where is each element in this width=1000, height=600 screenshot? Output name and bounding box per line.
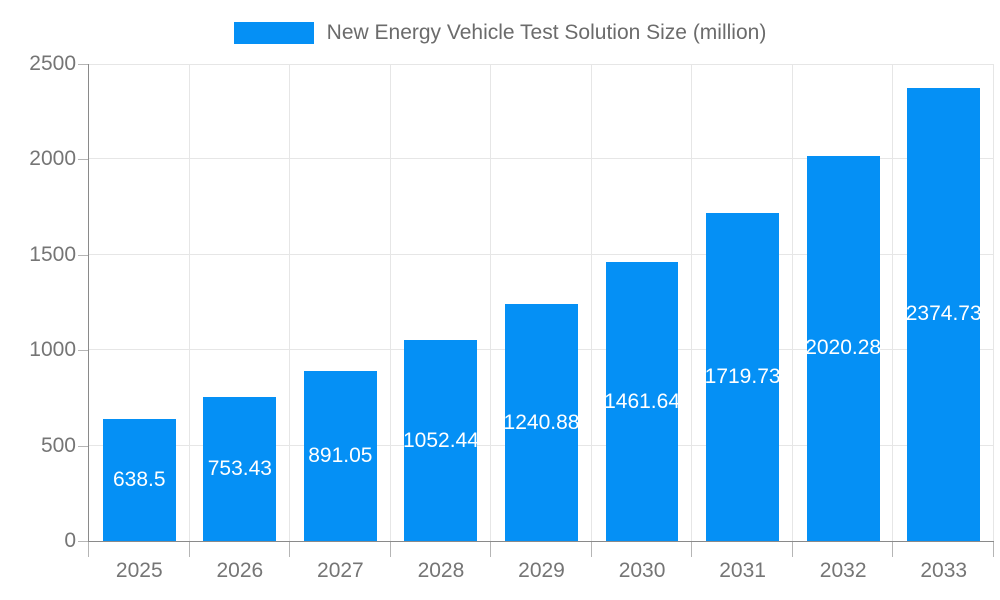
x-axis-label: 2025 [115,559,163,582]
bar-value-label: 1719.73 [704,364,781,388]
x-axis-label: 2029 [518,559,565,582]
bar-2029 [505,304,578,541]
bar-2032 [806,155,880,541]
bar-2030 [605,262,679,541]
y-axis-label: 500 [40,433,76,457]
bar-value-label: 2020.28 [805,336,882,360]
x-axis-label: 2031 [719,559,766,582]
x-axis-label: 2033 [920,559,968,582]
y-axis-label: 2000 [29,147,76,171]
x-gridline [490,64,492,541]
y-axis-label: 1000 [29,338,76,362]
y-axis-tick [78,254,88,256]
x-axis-tick [691,542,693,557]
x-gridline [389,64,391,541]
x-axis-tick [289,542,291,557]
y-gridline [89,64,994,65]
x-axis-tick [389,542,391,557]
bar-value-label: 1240.88 [503,410,580,434]
bar-value-label: 753.43 [207,457,272,481]
y-axis-label: 2500 [29,52,76,75]
x-axis-tick [188,542,190,557]
y-axis-tick [78,541,88,542]
x-axis-label: 2027 [317,559,364,582]
x-gridline [289,64,291,541]
bar-value-label: 2374.73 [905,302,982,326]
x-axis-tick [88,542,89,557]
x-gridline [993,64,994,541]
plot-area: 638.5 753.43 891.05 1052.44 1240.88 1461.64 17… [88,64,994,542]
x-gridline [892,64,894,541]
x-axis-label: 2028 [417,559,465,582]
bar-value-label: 1052.44 [402,428,479,452]
bar-2028 [404,340,478,541]
x-axis-tick [490,542,492,557]
bar-2025 [102,419,176,541]
x-axis-tick [590,542,592,557]
bar-value-label: 1461.64 [604,389,681,413]
bar-value-label: 891.05 [308,443,373,467]
x-axis-tick [791,542,793,557]
x-gridline [188,64,190,541]
y-gridline [89,253,994,255]
chart-legend: New Energy Vehicle Test Solution Size (m… [0,18,1000,48]
y-axis-tick [78,64,88,65]
legend-label: New Energy Vehicle Test Solution Size (m… [326,21,767,44]
x-gridline [691,64,693,541]
bar-value-label: 638.5 [112,468,166,492]
x-gridline [590,64,592,541]
x-axis-tick [993,542,994,557]
bar-2031 [706,212,780,541]
x-gridline [791,64,793,541]
x-axis-label: 2030 [618,559,666,582]
y-axis-tick [78,445,88,447]
bar-2027 [303,371,377,541]
y-axis-label: 1500 [29,242,76,266]
y-axis-label: 0 [64,529,76,552]
y-axis-tick [78,350,88,352]
y-gridline [89,158,994,160]
x-axis-tick [892,542,894,557]
x-axis-label: 2032 [819,559,867,582]
x-axis-label: 2026 [216,559,264,582]
bar-2026 [203,397,277,541]
bar-2033 [907,87,981,541]
legend-swatch [233,22,314,44]
y-axis-tick [78,159,88,161]
